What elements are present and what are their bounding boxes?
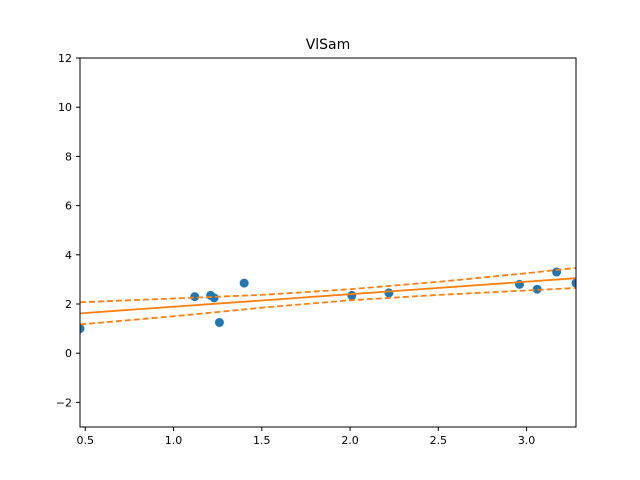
upper-band-line [80,266,576,304]
plot-area [80,266,576,334]
y-tick-label-4: 6 [65,200,72,213]
data-point-11 [571,278,576,288]
y-tick-label-5: 8 [65,150,72,163]
y-tick-label-1: 0 [65,347,72,360]
data-point-6 [347,290,357,300]
axes-frame [79,57,577,428]
chart-title: VlSam [306,37,351,53]
x-tick-label-3: 2.0 [341,434,359,447]
x-tick-label-4: 2.5 [430,434,448,447]
data-point-4 [214,317,224,327]
x-tick-label-5: 3.0 [518,434,536,447]
y-tick-label-2: 2 [65,298,72,311]
data-point-5 [239,278,249,288]
y-tick-label-0: −2 [56,396,72,409]
plot-content [80,266,576,334]
y-tick-label-6: 10 [58,101,72,114]
data-point-1 [190,292,200,302]
y-tick-label-3: 4 [65,249,72,262]
x-tick-label-1: 1.0 [165,434,183,447]
data-point-3 [209,293,219,303]
lower-band-line [80,287,576,326]
x-tick-label-2: 1.5 [253,434,271,447]
y-tick-label-7: 12 [58,52,72,65]
x-tick-label-0: 0.5 [77,434,95,447]
data-point-9 [532,284,542,294]
axes: 0.5 1.0 1.5 2.0 2.5 3.0 −2 0 2 4 6 8 10 12 [56,52,577,447]
data-point-0 [80,324,85,334]
fit-line [80,277,576,315]
data-point-7 [384,288,394,298]
